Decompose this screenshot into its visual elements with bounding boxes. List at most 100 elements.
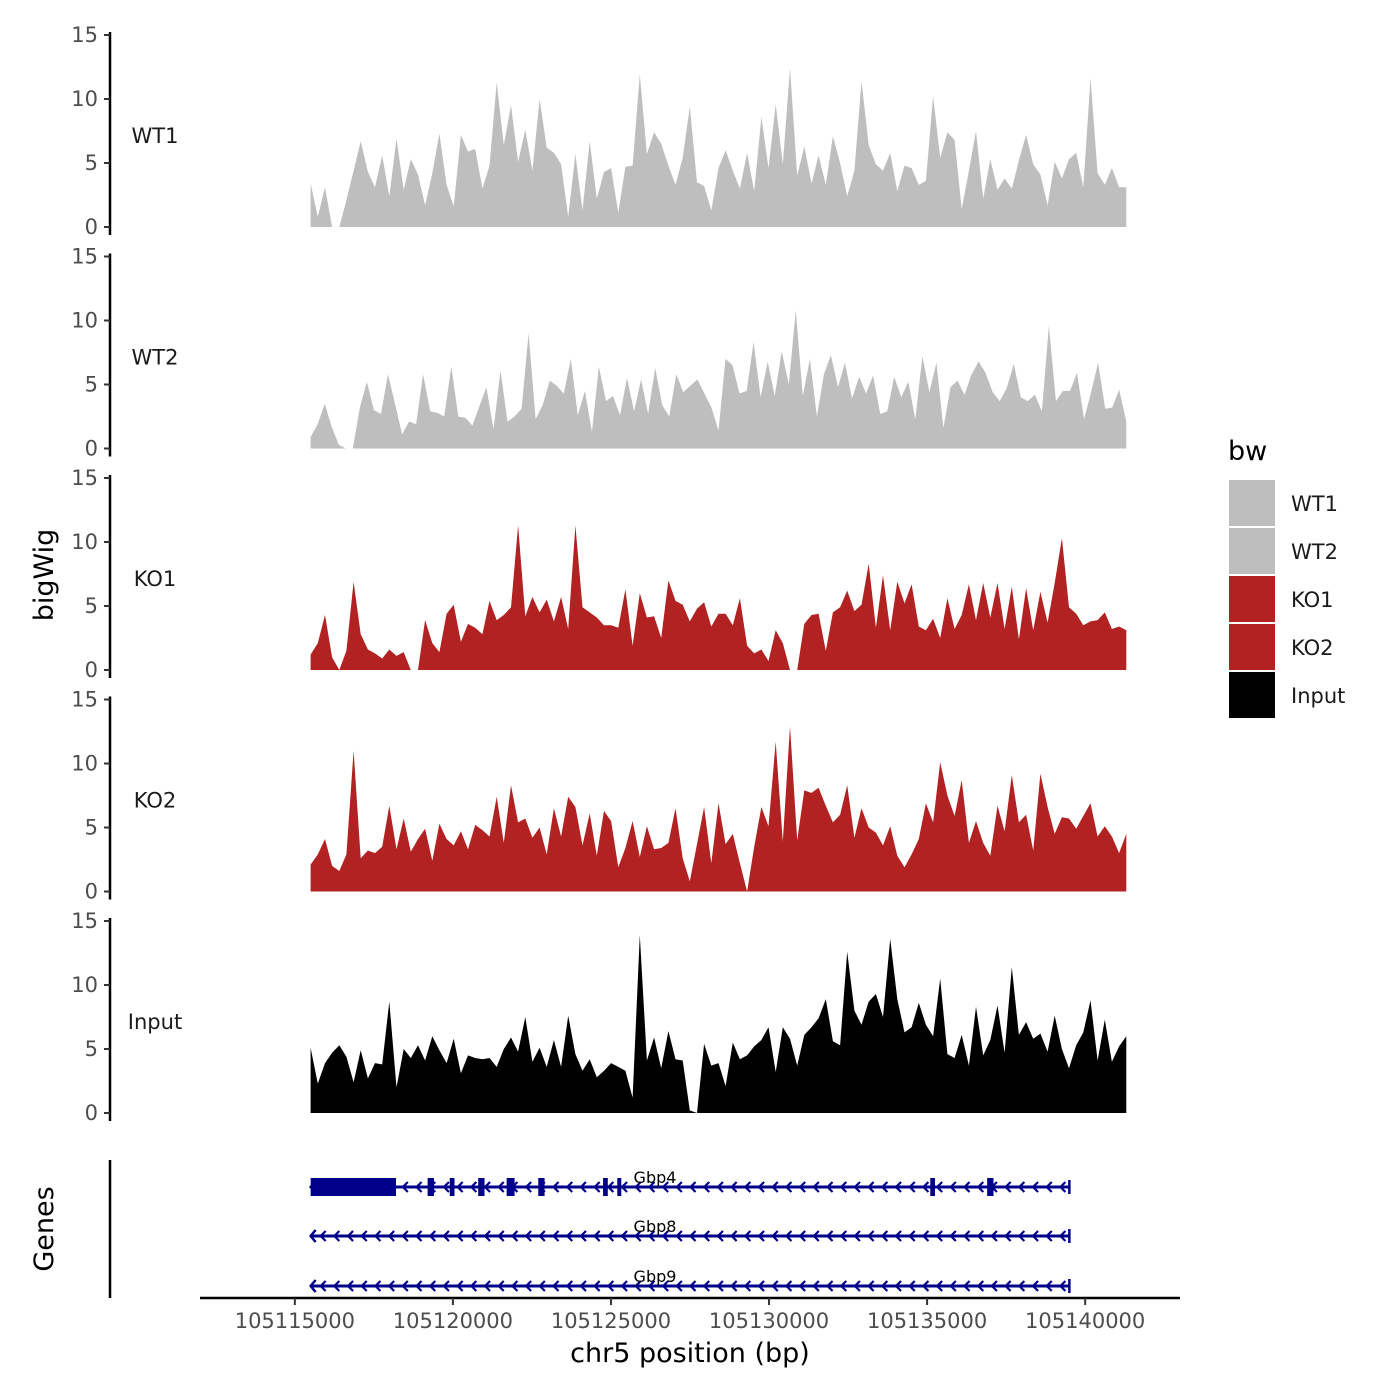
strand-arrow	[524, 1181, 532, 1193]
y-tick-label: 10	[71, 752, 98, 776]
strand-arrow	[647, 1280, 656, 1292]
strand-arrow	[565, 1181, 574, 1193]
strand-arrow	[483, 1230, 491, 1242]
y-tick-label: 15	[71, 688, 98, 712]
strand-arrow	[579, 1181, 587, 1193]
strand-arrow	[949, 1280, 957, 1292]
track-label-input: Input	[128, 1010, 182, 1034]
x-axis-title: chr5 position (bp)	[570, 1338, 810, 1369]
strand-arrow	[688, 1230, 697, 1242]
strand-arrow	[839, 1280, 848, 1292]
strand-arrow	[1058, 1230, 1067, 1242]
strand-arrow	[1004, 1230, 1012, 1242]
strand-arrow	[538, 1230, 546, 1242]
y-tick-label: 15	[71, 909, 98, 933]
area-wt2	[310, 310, 1127, 449]
strand-arrow	[497, 1230, 505, 1242]
strand-arrow	[962, 1230, 971, 1242]
legend-label-wt1: WT1	[1291, 492, 1338, 516]
strand-arrow	[469, 1230, 478, 1242]
strand-arrow	[565, 1280, 574, 1292]
strand-arrow	[962, 1280, 971, 1292]
strand-arrow	[990, 1280, 998, 1292]
gene-exon	[538, 1178, 545, 1196]
x-tick-label: 105135000	[867, 1309, 987, 1333]
strand-arrow	[675, 1230, 683, 1242]
y-tick-label: 10	[71, 309, 98, 333]
strand-arrow	[1058, 1181, 1067, 1193]
strand-arrow	[387, 1230, 395, 1242]
strand-arrow	[839, 1230, 848, 1242]
strand-arrow	[825, 1181, 834, 1193]
strand-arrow	[1045, 1230, 1053, 1242]
strand-arrow	[757, 1280, 765, 1292]
gene-exon	[427, 1178, 434, 1196]
strand-arrow	[647, 1230, 656, 1242]
strand-arrow	[867, 1230, 875, 1242]
y-tick-label: 10	[71, 87, 98, 111]
strand-arrow	[921, 1230, 930, 1242]
strand-arrow	[730, 1280, 738, 1292]
strand-arrow	[743, 1280, 752, 1292]
strand-arrow	[442, 1230, 450, 1242]
strand-arrow	[894, 1181, 902, 1193]
strand-arrow	[730, 1230, 738, 1242]
strand-arrow	[798, 1230, 806, 1242]
gene-gbp4: Gbp4	[309, 1168, 1071, 1196]
strand-arrow	[524, 1230, 532, 1242]
y-tick-label: 5	[85, 594, 98, 618]
strand-arrow	[579, 1230, 587, 1242]
strand-arrow	[346, 1230, 354, 1242]
strand-arrow	[634, 1280, 642, 1292]
strand-arrow	[798, 1181, 806, 1193]
area-ko2	[310, 726, 1127, 892]
strand-arrow	[743, 1181, 752, 1193]
strand-arrow	[1031, 1230, 1039, 1242]
gene-gbp8: Gbp8	[309, 1217, 1071, 1243]
track-label-wt1: WT1	[132, 124, 179, 148]
strand-arrow	[1045, 1181, 1053, 1193]
strand-arrow	[1058, 1280, 1067, 1292]
strand-arrow	[825, 1230, 834, 1242]
strand-arrow	[551, 1230, 560, 1242]
strand-arrow	[867, 1181, 875, 1193]
strand-arrow	[414, 1181, 423, 1193]
y-tick-label: 0	[85, 437, 98, 461]
strand-arrow	[935, 1181, 943, 1193]
gene-exon	[603, 1178, 608, 1196]
strand-arrow	[538, 1280, 546, 1292]
legend-label-input: Input	[1291, 684, 1345, 708]
strand-arrow	[606, 1230, 615, 1242]
strand-arrow	[360, 1280, 368, 1292]
strand-arrow	[853, 1230, 861, 1242]
strand-arrow	[908, 1181, 916, 1193]
strand-arrow	[1017, 1280, 1026, 1292]
legend-key-wt1	[1229, 480, 1275, 526]
strand-arrow	[332, 1230, 341, 1242]
strand-arrow	[620, 1280, 628, 1292]
strand-arrow	[661, 1230, 669, 1242]
strand-arrow	[688, 1280, 697, 1292]
track-label-wt2: WT2	[132, 346, 179, 370]
strand-arrow	[784, 1230, 793, 1242]
track-ko2: 0 5 10 15 KO2	[71, 688, 1127, 904]
strand-arrow	[1004, 1181, 1012, 1193]
genes-axis-title: Genes	[29, 1186, 60, 1271]
strand-arrow	[894, 1230, 902, 1242]
strand-arrow	[880, 1181, 889, 1193]
strand-arrow	[1004, 1280, 1012, 1292]
gene-exon	[930, 1178, 935, 1196]
area-wt1	[310, 68, 1127, 227]
strand-arrow	[428, 1280, 437, 1292]
strand-arrow	[414, 1280, 423, 1292]
strand-arrow	[442, 1280, 450, 1292]
strand-arrow	[716, 1181, 724, 1193]
strand-arrow	[469, 1181, 478, 1193]
strand-arrow	[935, 1280, 943, 1292]
strand-arrow	[456, 1280, 464, 1292]
x-tick-label: 105140000	[1025, 1309, 1145, 1333]
strand-arrow	[688, 1181, 697, 1193]
strand-arrow	[319, 1280, 327, 1292]
legend-title: bw	[1228, 436, 1267, 467]
